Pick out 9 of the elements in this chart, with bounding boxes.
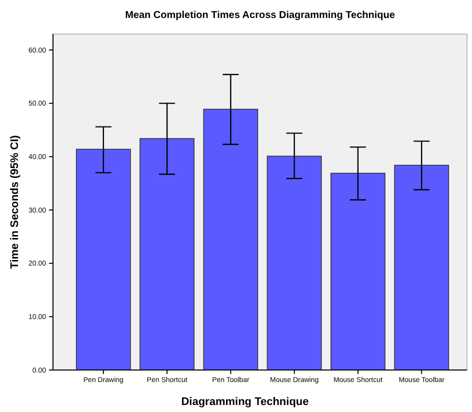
bar (76, 148, 131, 370)
x-axis-title: Diagramming Technique (181, 396, 309, 408)
bar (330, 172, 386, 370)
bar (203, 108, 258, 370)
bar (140, 138, 194, 370)
bar (266, 156, 322, 370)
chart-title: Mean Completion Times Across Diagramming Technique (125, 10, 396, 21)
bar (394, 164, 450, 370)
y-axis-title: Time in Seconds (95% CI) (9, 134, 21, 269)
